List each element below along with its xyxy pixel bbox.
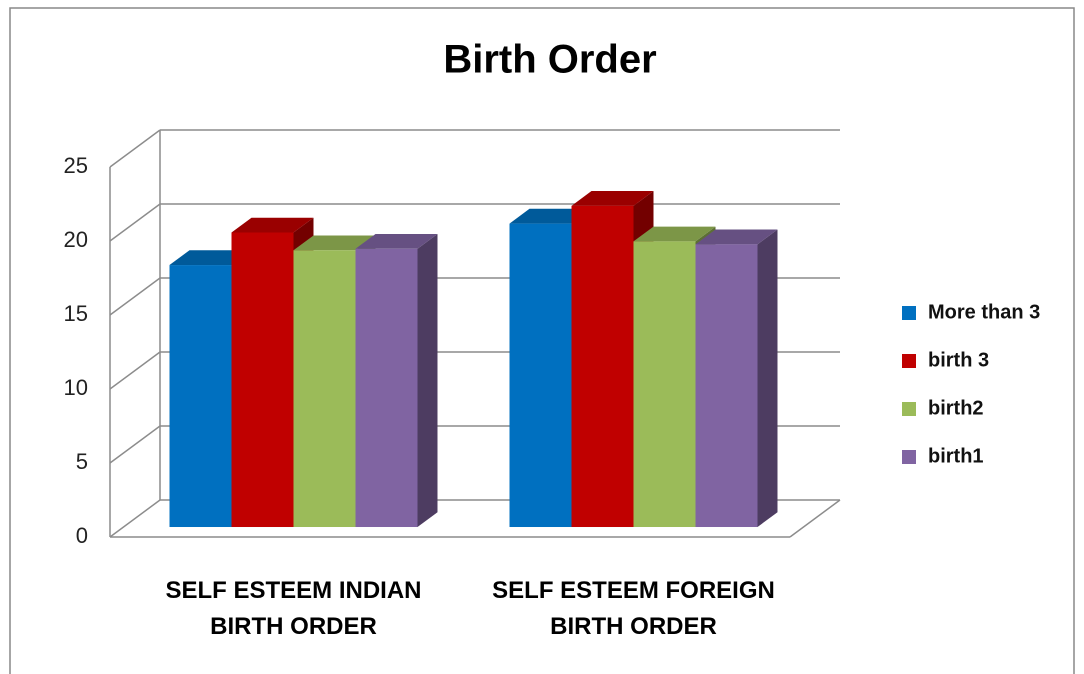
bar-top [509, 208, 592, 224]
legend-label: birth 3 [928, 349, 989, 371]
bar [231, 232, 294, 528]
bar-top [231, 217, 314, 233]
legend-swatch [902, 306, 916, 320]
grid-line [109, 277, 161, 316]
grid-line [109, 499, 161, 538]
y-tick-label: 15 [64, 301, 88, 326]
bar [509, 223, 572, 528]
bar-side [757, 229, 778, 528]
y-tick-label: 0 [76, 523, 88, 548]
bar-side [417, 233, 438, 528]
legend-swatch [902, 450, 916, 464]
legend-label: birth1 [928, 445, 984, 467]
bar-top [633, 226, 716, 242]
grid-line [109, 129, 161, 168]
bar [633, 241, 696, 528]
x-tick-label: SELF ESTEEM INDIAN BIRTH ORDER [165, 577, 422, 640]
y-tick-label: 20 [64, 227, 88, 252]
y-tick-label: 25 [64, 153, 88, 178]
legend-label: birth2 [928, 397, 984, 419]
y-tick-label: 10 [64, 375, 88, 400]
legend-label: More than 3 [928, 301, 1040, 323]
bar [355, 248, 418, 528]
grid-line [109, 203, 161, 242]
bar-top [293, 235, 376, 251]
bar [695, 244, 758, 528]
legend-swatch [902, 354, 916, 368]
x-tick-label: SELF ESTEEM FOREIGN BIRTH ORDER [492, 577, 775, 640]
bar [293, 250, 356, 528]
bar-top [695, 229, 778, 245]
legend-swatch [902, 402, 916, 416]
bar [169, 265, 232, 528]
bar-top [355, 233, 438, 249]
floor-edge [789, 499, 841, 538]
bar-top [571, 191, 654, 206]
bar-top [169, 250, 252, 266]
grid-line [109, 351, 161, 390]
grid-line [109, 425, 161, 464]
y-tick-label: 5 [76, 449, 88, 474]
chart-title: Birth Order [443, 38, 656, 82]
bar [571, 205, 634, 528]
